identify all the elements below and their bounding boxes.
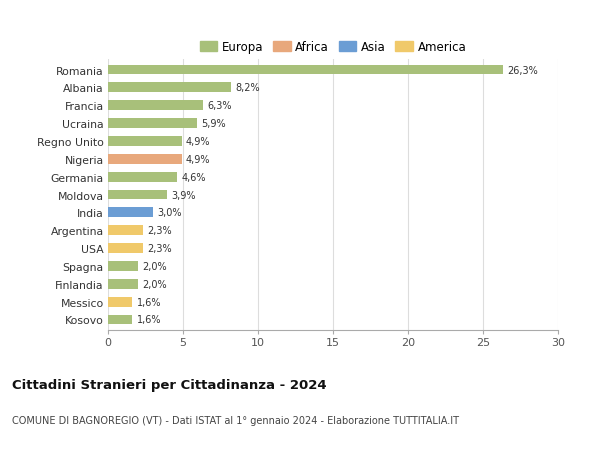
Bar [108,244,143,253]
Text: 2,0%: 2,0% [143,261,167,271]
Bar [108,262,138,271]
Text: 3,0%: 3,0% [157,208,182,218]
Bar [108,190,167,200]
Text: 26,3%: 26,3% [507,65,538,75]
Bar [108,208,153,218]
Text: 1,6%: 1,6% [137,315,161,325]
Bar [108,297,132,307]
Text: 4,6%: 4,6% [182,172,206,182]
Text: 8,2%: 8,2% [235,83,260,93]
Text: 4,9%: 4,9% [186,137,211,146]
Bar [108,83,231,93]
Text: COMUNE DI BAGNOREGIO (VT) - Dati ISTAT al 1° gennaio 2024 - Elaborazione TUTTITA: COMUNE DI BAGNOREGIO (VT) - Dati ISTAT a… [12,415,459,425]
Text: 2,0%: 2,0% [143,279,167,289]
Text: 2,3%: 2,3% [147,226,172,236]
Text: 6,3%: 6,3% [207,101,232,111]
Text: 4,9%: 4,9% [186,154,211,164]
Bar [108,279,138,289]
Bar [108,315,132,325]
Bar [108,119,197,129]
Bar [108,66,503,75]
Bar [108,226,143,235]
Text: Cittadini Stranieri per Cittadinanza - 2024: Cittadini Stranieri per Cittadinanza - 2… [12,379,326,392]
Bar [108,101,203,111]
Bar [108,137,182,146]
Text: 5,9%: 5,9% [201,119,226,129]
Bar [108,155,182,164]
Bar [108,173,177,182]
Text: 1,6%: 1,6% [137,297,161,307]
Legend: Europa, Africa, Asia, America: Europa, Africa, Asia, America [197,39,469,56]
Text: 3,9%: 3,9% [171,190,196,200]
Text: 2,3%: 2,3% [147,244,172,253]
